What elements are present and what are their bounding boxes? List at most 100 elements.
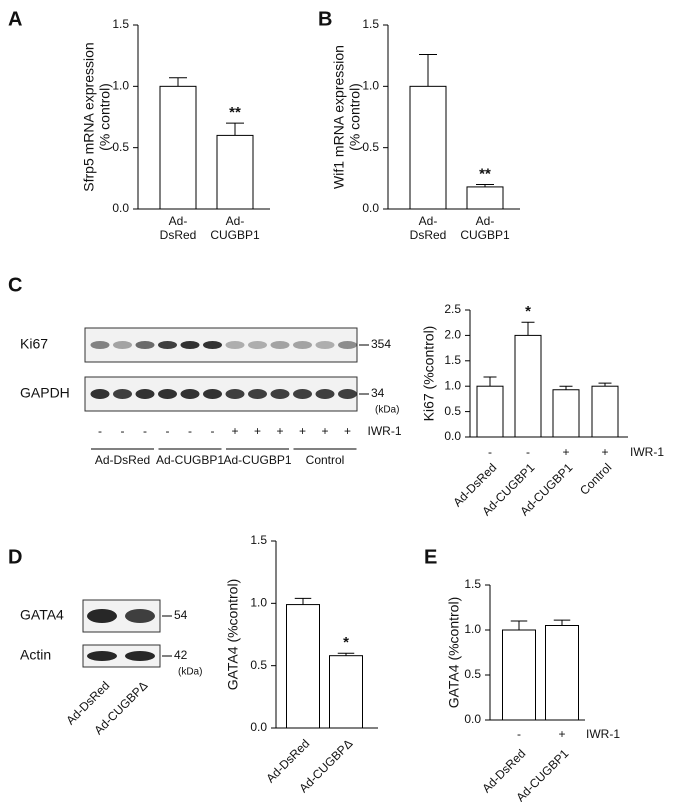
error-bar bbox=[510, 620, 528, 630]
y-tick-label: 0.5 bbox=[464, 667, 481, 681]
treatment-sign: + bbox=[344, 424, 351, 438]
group-label: Ad-CUGBP1 bbox=[156, 453, 224, 467]
blot-row-label: GATA4 bbox=[20, 607, 64, 623]
blot-band bbox=[113, 341, 132, 349]
treatment-sign: - bbox=[98, 424, 102, 438]
size-label: 34 bbox=[371, 386, 385, 400]
significance: * bbox=[525, 303, 531, 320]
blot-band bbox=[135, 389, 155, 399]
bar bbox=[591, 385, 619, 438]
treatment-sign: - bbox=[526, 445, 530, 459]
treatment-sign: - bbox=[121, 424, 125, 438]
treatment-sign: + bbox=[558, 727, 565, 741]
panel-letter: E bbox=[424, 546, 437, 568]
bar bbox=[286, 604, 320, 729]
y-tick-label: 1.5 bbox=[362, 17, 379, 31]
size-label: 42 bbox=[174, 648, 188, 662]
y-axis-label: GATA4 (%control) bbox=[225, 579, 241, 691]
treatment-sign: - bbox=[166, 424, 170, 438]
x-tick-label: Ad-CUGBP1 bbox=[460, 214, 510, 242]
x-tick-label: Ad-CUGBP1 bbox=[210, 214, 260, 242]
treatment-label: IWR-1 bbox=[630, 445, 664, 459]
blot-band bbox=[203, 341, 222, 349]
blot-band bbox=[248, 389, 267, 399]
error-bar bbox=[521, 321, 535, 336]
blot-band bbox=[270, 341, 290, 349]
y-tick-label: 0.0 bbox=[112, 201, 129, 215]
treatment-sign: + bbox=[254, 424, 261, 438]
y-tick-label: 0.5 bbox=[362, 140, 379, 154]
treatment-sign: - bbox=[188, 424, 192, 438]
y-tick-label: 1.0 bbox=[362, 79, 379, 93]
blot-row-label: Actin bbox=[20, 647, 51, 663]
blot-band bbox=[293, 389, 312, 399]
y-axis-label: Wif1 mRNA expression(% control) bbox=[330, 45, 362, 189]
blot-band bbox=[338, 341, 357, 349]
blot-band bbox=[90, 341, 110, 349]
y-tick-label: 0.0 bbox=[444, 429, 461, 443]
blot-band bbox=[180, 341, 200, 349]
error-bar bbox=[553, 619, 571, 626]
treatment-sign: - bbox=[488, 445, 492, 459]
blot-band bbox=[87, 609, 117, 623]
blot-band bbox=[158, 341, 177, 349]
bar bbox=[502, 629, 536, 721]
blot-band bbox=[90, 389, 110, 399]
size-label: 354 bbox=[371, 337, 391, 351]
blot-band bbox=[270, 389, 290, 399]
blot-row-label: GAPDH bbox=[20, 385, 70, 401]
blot-band bbox=[225, 389, 245, 399]
blot-band bbox=[113, 389, 132, 399]
x-tick-label: Ad-DsRed bbox=[160, 214, 197, 242]
y-tick-label: 2.0 bbox=[444, 328, 461, 342]
group-label: Control bbox=[306, 453, 345, 467]
blot-band bbox=[125, 651, 155, 661]
treatment-sign: + bbox=[601, 445, 608, 459]
error-bar bbox=[226, 122, 244, 136]
bar bbox=[552, 389, 580, 438]
blot-band bbox=[315, 341, 335, 349]
size-unit: (kDa) bbox=[375, 405, 399, 416]
y-tick-label: 0.5 bbox=[112, 140, 129, 154]
y-tick-label: 1.0 bbox=[464, 622, 481, 636]
blot-row-label: Ki67 bbox=[20, 336, 48, 352]
panel-letter: B bbox=[318, 8, 332, 30]
y-tick-label: 0.0 bbox=[464, 712, 481, 726]
bar bbox=[159, 85, 197, 210]
x-tick-label: Control bbox=[577, 460, 614, 497]
panel-letter: A bbox=[8, 8, 22, 30]
bar bbox=[514, 334, 542, 438]
y-tick-label: 0.5 bbox=[250, 658, 267, 672]
error-bar bbox=[169, 77, 187, 87]
y-axis-label: Sfrp5 mRNA expression(% control) bbox=[80, 42, 112, 191]
y-tick-label: 0.5 bbox=[444, 404, 461, 418]
treatment-sign: + bbox=[231, 424, 238, 438]
blot-band bbox=[135, 341, 155, 349]
bar bbox=[466, 186, 504, 210]
blot-band bbox=[293, 341, 312, 349]
significance: ** bbox=[479, 165, 491, 182]
treatment-sign: + bbox=[321, 424, 328, 438]
y-tick-label: 1.0 bbox=[444, 378, 461, 392]
blot-band bbox=[180, 389, 200, 399]
y-axis-label: GATA4 (%control) bbox=[446, 597, 462, 709]
treatment-sign: - bbox=[143, 424, 147, 438]
y-tick-label: 1.0 bbox=[250, 596, 267, 610]
panel-letter: D bbox=[8, 546, 22, 568]
y-tick-label: 1.5 bbox=[464, 577, 481, 591]
size-unit: (kDa) bbox=[178, 667, 202, 678]
x-tick-label: Ad-DsRed bbox=[410, 214, 447, 242]
group-label: Ad-CUGBP1 bbox=[223, 453, 291, 467]
bar bbox=[545, 625, 579, 721]
bar bbox=[216, 134, 254, 210]
error-bar bbox=[294, 597, 312, 605]
blot-band bbox=[315, 389, 335, 399]
y-tick-label: 1.5 bbox=[112, 17, 129, 31]
bar bbox=[329, 655, 363, 729]
treatment-sign: - bbox=[517, 727, 521, 741]
bar bbox=[409, 85, 447, 210]
treatment-sign: + bbox=[299, 424, 306, 438]
treatment-sign: - bbox=[211, 424, 215, 438]
significance: * bbox=[343, 634, 349, 651]
